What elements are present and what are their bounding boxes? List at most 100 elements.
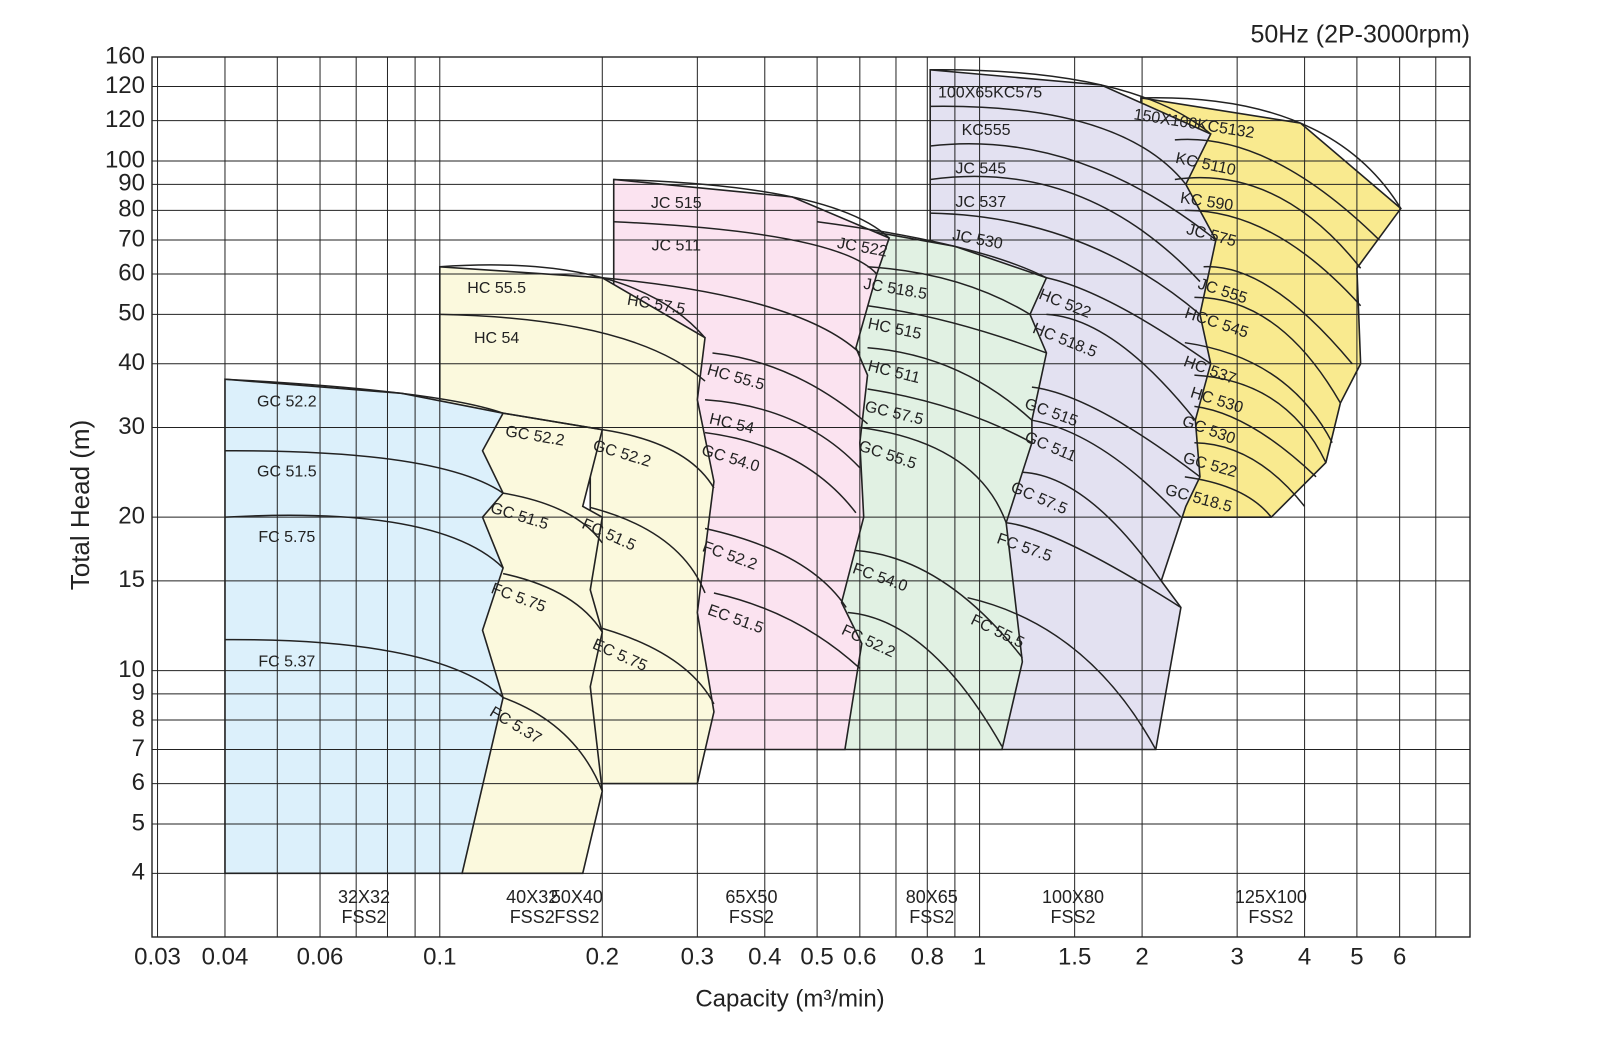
curve-label: GC 51.5 — [257, 464, 317, 481]
performance-curve — [439, 264, 706, 339]
performance-curve — [590, 506, 706, 594]
y-tick-label: 90 — [118, 170, 145, 197]
x-tick-label: 0.6 — [843, 943, 876, 970]
chart-title: 50Hz (2P-3000rpm) — [1250, 21, 1470, 49]
performance-curve — [704, 527, 847, 608]
performance-curve — [602, 627, 715, 705]
performance-curve — [713, 592, 861, 669]
y-tick-label: 120 — [105, 106, 145, 133]
performance-curve — [439, 313, 706, 382]
zone-area — [224, 378, 505, 875]
x-tick-label: 5 — [1350, 943, 1363, 970]
performance-curve — [1046, 313, 1196, 421]
zone-label: 40X32 — [506, 887, 558, 907]
y-tick-label: 50 — [118, 300, 145, 327]
performance-curve — [1194, 374, 1327, 463]
x-tick-label: 3 — [1230, 943, 1243, 970]
zone-area — [1140, 96, 1402, 518]
curve-label: JC 545 — [955, 160, 1006, 177]
zone-label: FSS2 — [342, 907, 387, 927]
performance-curve — [859, 426, 1007, 524]
performance-curve — [502, 572, 603, 633]
y-tick-label: 10 — [118, 656, 145, 683]
performance-curve — [602, 428, 715, 489]
y-tick-label: 80 — [118, 196, 145, 223]
curve-label: GC 52.2 — [257, 393, 317, 410]
performance-curve — [1203, 266, 1353, 365]
x-tick-label: 0.4 — [748, 943, 781, 970]
performance-curve — [1194, 296, 1342, 404]
performance-curve — [867, 347, 1033, 421]
performance-curve — [224, 514, 504, 569]
y-tick-label: 8 — [132, 705, 145, 732]
zone-label: 125X100 — [1235, 887, 1307, 907]
performance-curve — [847, 611, 1003, 747]
performance-curve — [867, 388, 1033, 444]
curve-label: FC 5.75 — [258, 529, 315, 546]
zone-label: FSS2 — [729, 907, 774, 927]
zone-label: 65X50 — [725, 887, 777, 907]
zone-label: FSS2 — [510, 907, 555, 927]
curve-label: JC 515 — [651, 195, 702, 212]
x-tick-label: 0.8 — [911, 943, 944, 970]
curve-label: JC 537 — [955, 194, 1006, 211]
performance-curve — [1031, 386, 1201, 478]
zone-label: 32X32 — [338, 887, 390, 907]
x-tick-label: 0.04 — [202, 943, 249, 970]
y-tick-label: 160 — [105, 42, 145, 69]
y-tick-label: 15 — [118, 566, 145, 593]
y-tick-label: 70 — [118, 225, 145, 252]
zone-label: 100X80 — [1042, 887, 1104, 907]
y-tick-label: 7 — [132, 735, 145, 762]
performance-curve — [613, 220, 878, 275]
x-tick-label: 4 — [1298, 943, 1311, 970]
performance-curve — [224, 378, 504, 414]
curve-label: HC 55.5 — [467, 280, 526, 297]
x-tick-label: 0.3 — [681, 943, 714, 970]
x-tick-label: 0.03 — [134, 943, 181, 970]
performance-curve — [1174, 176, 1362, 269]
performance-curve — [1174, 138, 1380, 241]
performance-curve — [930, 212, 1201, 315]
zone-label: FSS2 — [1248, 907, 1293, 927]
performance-curve — [704, 398, 861, 469]
y-tick-label: 20 — [118, 503, 145, 530]
performance-curve — [867, 304, 1047, 354]
performance-curve — [613, 178, 890, 239]
x-tick-label: 6 — [1393, 943, 1406, 970]
y-tick-label: 40 — [118, 349, 145, 376]
performance-curve — [712, 352, 869, 425]
x-tick-label: 1 — [973, 943, 986, 970]
performance-curve — [816, 220, 1047, 279]
performance-curve — [930, 105, 1187, 185]
performance-curve — [967, 596, 1157, 750]
x-tick-label: 0.5 — [800, 943, 833, 970]
performance-curve — [1031, 419, 1182, 518]
zone-label: 80X65 — [906, 887, 958, 907]
zone-label: FSS2 — [909, 907, 954, 927]
grid — [151, 56, 1471, 938]
performance-curve — [1046, 277, 1212, 365]
performance-curve — [1006, 522, 1182, 609]
curve-label: 100X65KC575 — [938, 84, 1042, 101]
performance-curve — [502, 696, 603, 792]
performance-curve — [930, 69, 1212, 135]
curve-label: FC 5.37 — [258, 654, 315, 671]
y-tick-label: 9 — [132, 679, 145, 706]
performance-curve — [1194, 441, 1306, 507]
y-tick-label: 4 — [132, 859, 145, 886]
curve-label: KC555 — [962, 122, 1011, 139]
x-tick-label: 0.1 — [423, 943, 456, 970]
y-tick-label: 120 — [105, 72, 145, 99]
x-axis-label: Capacity (m³/min) — [695, 985, 884, 1012]
performance-curve — [502, 412, 603, 431]
performance-curve — [1140, 96, 1402, 209]
y-tick-label: 6 — [132, 769, 145, 796]
performance-curve — [602, 277, 861, 354]
y-tick-label: 5 — [132, 809, 145, 836]
performance-curve — [502, 492, 603, 544]
performance-curve — [930, 175, 1201, 283]
x-tick-label: 2 — [1135, 943, 1148, 970]
performance-curve — [1184, 476, 1272, 518]
